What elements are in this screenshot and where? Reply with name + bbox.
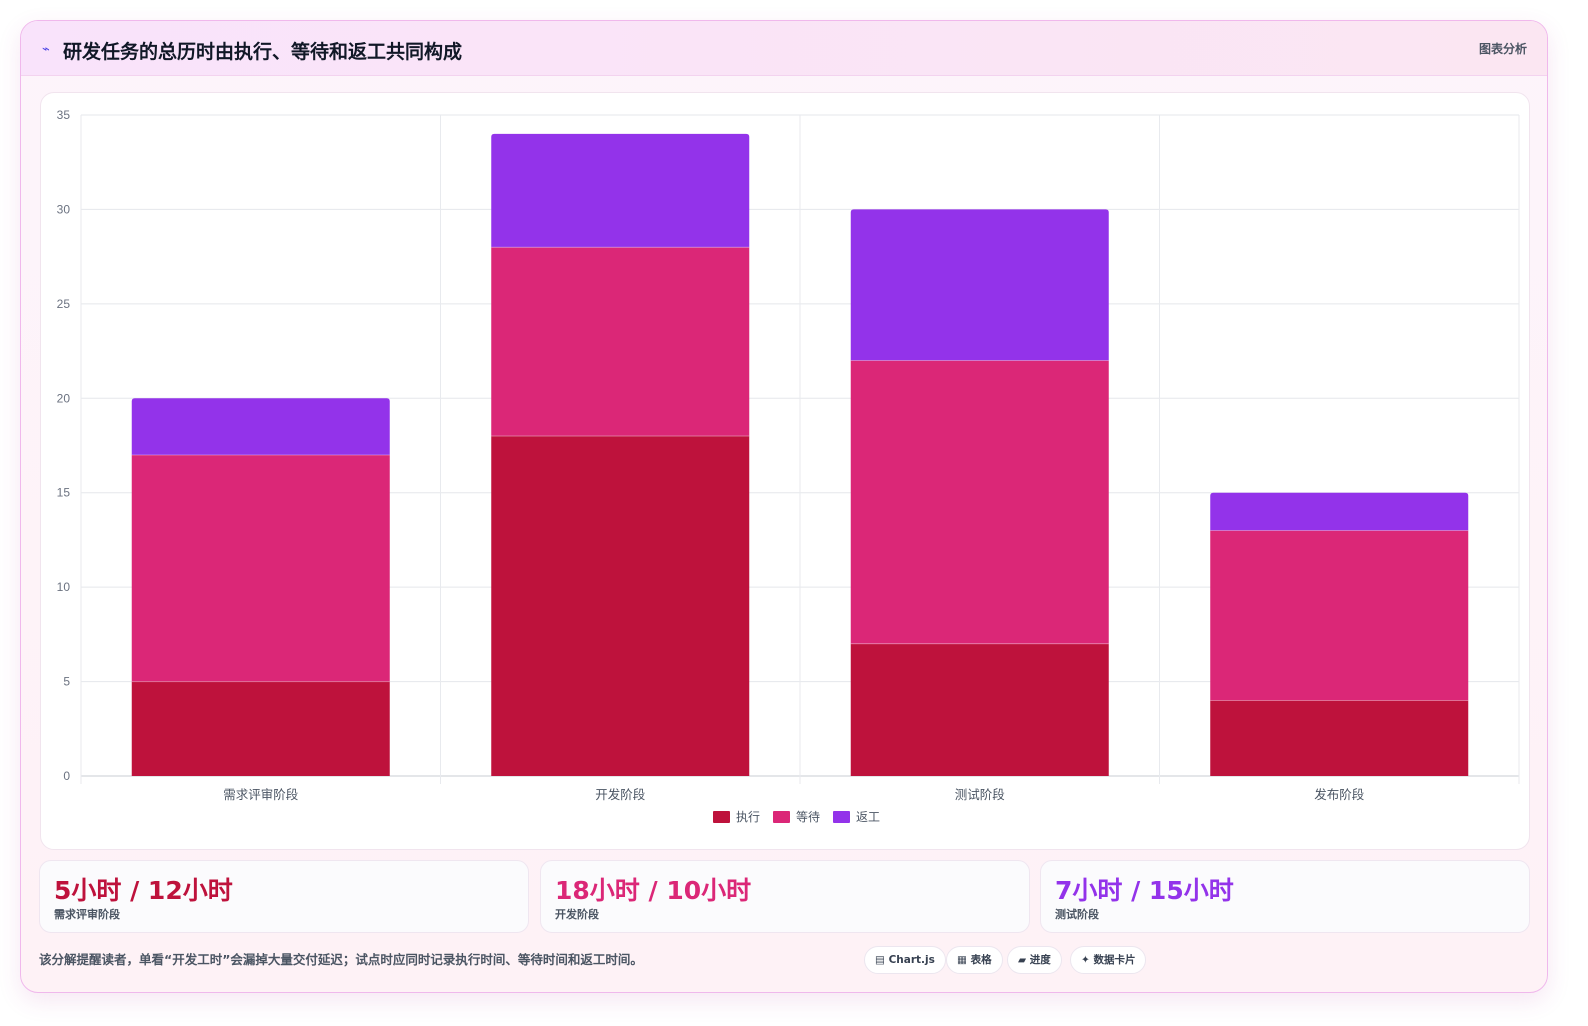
y-tick-label: 30 [57, 202, 71, 216]
card-header: ⌁ 研发任务的总历时由执行、等待和返工共同构成 图表分析 [21, 21, 1547, 76]
legend-swatch [773, 811, 790, 823]
x-tick-label: 开发阶段 [595, 787, 645, 802]
x-tick-label: 测试阶段 [955, 787, 1005, 802]
bar-segment-0 [491, 436, 750, 776]
table-icon: ▦ [957, 954, 967, 966]
chart-icon: ▤ [875, 954, 885, 966]
trend-line-icon: ⌁ [42, 42, 50, 57]
bar-segment-2 [1210, 492, 1469, 531]
chip-chartjs[interactable]: ▤ Chart.js [864, 946, 946, 974]
stat-cards: 5小时 / 12小时 需求评审阶段 18小时 / 10小时 开发阶段 7小时 /… [39, 860, 1531, 933]
chip-data-card[interactable]: ✦ 数据卡片 [1070, 946, 1147, 974]
bar-segment-1 [1210, 530, 1469, 701]
legend-label: 返工 [856, 810, 880, 824]
bar-segment-0 [1210, 700, 1469, 776]
chart-panel: 0 5 10 15 20 25 30 35 需求评审阶段 开发阶段 测试阶段 发布阶段执行 等待 返工 [40, 92, 1530, 850]
chip-progress[interactable]: ▰ 进度 [1007, 946, 1062, 974]
y-tick-label: 15 [57, 486, 71, 500]
stat-value: 18小时 / 10小时 [555, 876, 752, 905]
chart-card: ⌁ 研发任务的总历时由执行、等待和返工共同构成 图表分析 0 5 10 15 20 25 3… [20, 20, 1548, 993]
y-tick-label: 5 [63, 675, 70, 689]
y-tick-label: 10 [57, 580, 71, 594]
legend-swatch [833, 811, 850, 823]
x-tick-label: 需求评审阶段 [223, 787, 298, 802]
stat-value: 7小时 / 15小时 [1055, 876, 1234, 905]
bar-segment-1 [850, 360, 1109, 644]
chart-title: 研发任务的总历时由执行、等待和返工共同构成 [63, 41, 463, 63]
y-tick-label: 35 [57, 108, 71, 122]
legend-label: 等待 [796, 810, 820, 824]
bar-segment-1 [491, 247, 750, 437]
stat-card-test: 7小时 / 15小时 测试阶段 [1040, 860, 1530, 933]
y-tick-label: 0 [63, 769, 70, 783]
bar-segment-2 [850, 209, 1109, 361]
bar-segment-2 [491, 133, 750, 248]
legend-label: 执行 [736, 810, 760, 824]
chip-label: 进度 [1029, 954, 1051, 966]
chip-label: Chart.js [888, 954, 935, 966]
bar-segment-0 [850, 643, 1109, 776]
bar-segment-0 [131, 681, 390, 776]
y-tick-label: 25 [57, 297, 71, 311]
legend-swatch [713, 811, 730, 823]
stat-label: 测试阶段 [1055, 908, 1099, 921]
stat-card-review: 5小时 / 12小时 需求评审阶段 [39, 860, 529, 933]
sparkle-icon: ✦ [1081, 954, 1090, 966]
bar-segment-2 [131, 398, 390, 455]
footer-note: 该分解提醒读者，单看“开发工时”会漏掉大量交付延迟；试点时应同时记录执行时间、等… [39, 952, 643, 967]
chip-label: 表格 [970, 954, 992, 966]
stat-label: 开发阶段 [555, 908, 599, 921]
stat-card-dev: 18小时 / 10小时 开发阶段 [540, 860, 1030, 933]
chip-table[interactable]: ▦ 表格 [946, 946, 1003, 974]
progress-icon: ▰ [1018, 954, 1027, 966]
stat-value: 5小时 / 12小时 [54, 876, 233, 905]
y-tick-label: 20 [57, 391, 71, 405]
chip-label: 数据卡片 [1093, 954, 1136, 966]
stat-label: 需求评审阶段 [54, 908, 120, 921]
chart-analysis-label[interactable]: 图表分析 [1478, 42, 1527, 56]
x-tick-label: 发布阶段 [1314, 787, 1364, 802]
bar-segment-1 [131, 454, 390, 682]
